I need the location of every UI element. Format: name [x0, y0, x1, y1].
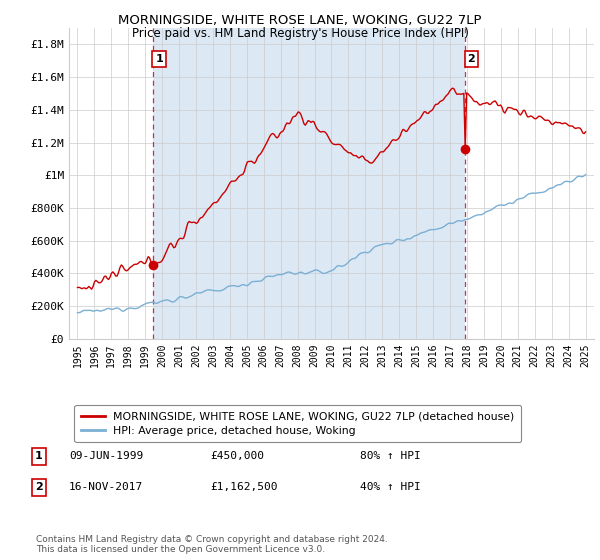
Text: 2: 2	[467, 54, 475, 64]
Text: Price paid vs. HM Land Registry's House Price Index (HPI): Price paid vs. HM Land Registry's House …	[131, 27, 469, 40]
Legend: MORNINGSIDE, WHITE ROSE LANE, WOKING, GU22 7LP (detached house), HPI: Average pr: MORNINGSIDE, WHITE ROSE LANE, WOKING, GU…	[74, 405, 521, 442]
Text: £1,162,500: £1,162,500	[210, 482, 277, 492]
Text: MORNINGSIDE, WHITE ROSE LANE, WOKING, GU22 7LP: MORNINGSIDE, WHITE ROSE LANE, WOKING, GU…	[118, 14, 482, 27]
Text: Contains HM Land Registry data © Crown copyright and database right 2024.
This d: Contains HM Land Registry data © Crown c…	[36, 535, 388, 554]
Text: 1: 1	[35, 451, 43, 461]
Text: 16-NOV-2017: 16-NOV-2017	[69, 482, 143, 492]
Text: 80% ↑ HPI: 80% ↑ HPI	[360, 451, 421, 461]
Text: 09-JUN-1999: 09-JUN-1999	[69, 451, 143, 461]
Text: £450,000: £450,000	[210, 451, 264, 461]
Text: 40% ↑ HPI: 40% ↑ HPI	[360, 482, 421, 492]
Bar	[152, 28, 465, 339]
Text: 2: 2	[35, 482, 43, 492]
Text: 1: 1	[155, 54, 163, 64]
